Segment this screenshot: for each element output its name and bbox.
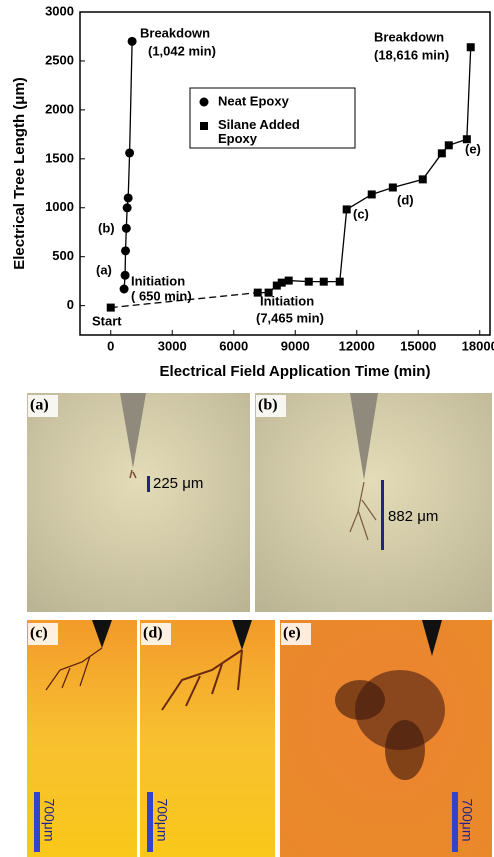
panel-label: (d) bbox=[143, 625, 163, 642]
photos bbox=[27, 393, 492, 857]
annotation: (b) bbox=[98, 220, 115, 235]
x-tick-label: 3000 bbox=[158, 338, 187, 353]
marker bbox=[368, 190, 376, 198]
marker bbox=[419, 175, 427, 183]
annotation: (c) bbox=[353, 206, 369, 221]
x-axis-label: Electrical Field Application Time (min) bbox=[160, 363, 431, 380]
annotation: (1,042 min) bbox=[148, 43, 216, 58]
annotation: Start bbox=[92, 313, 122, 328]
marker bbox=[336, 278, 344, 286]
x-tick-label: 18000 bbox=[462, 338, 494, 353]
marker bbox=[125, 148, 134, 157]
marker bbox=[123, 203, 132, 212]
marker bbox=[124, 193, 133, 202]
marker bbox=[107, 304, 115, 312]
annotation: Breakdown bbox=[374, 29, 444, 44]
legend-marker bbox=[200, 122, 208, 130]
annotation: (a) bbox=[96, 262, 112, 277]
marker bbox=[120, 284, 129, 293]
x-tick-label: 6000 bbox=[219, 338, 248, 353]
y-tick-label: 1500 bbox=[45, 150, 74, 165]
x-tick-label: 0 bbox=[107, 338, 114, 353]
y-axis-label: Electrical Tree Length (μm) bbox=[11, 77, 28, 270]
annotation: (7,465 min) bbox=[256, 310, 324, 325]
y-tick-label: 2500 bbox=[45, 52, 74, 67]
marker bbox=[445, 141, 453, 149]
scale-label: 882 μm bbox=[388, 508, 438, 525]
scale-bar bbox=[452, 792, 458, 852]
marker bbox=[389, 183, 397, 191]
marker bbox=[343, 205, 351, 213]
scale-bar bbox=[381, 480, 384, 550]
y-tick-label: 0 bbox=[67, 297, 74, 312]
marker bbox=[320, 278, 328, 286]
y-tick-label: 500 bbox=[52, 248, 74, 263]
marker bbox=[121, 271, 130, 280]
x-tick-label: 9000 bbox=[281, 338, 310, 353]
scale-bar bbox=[34, 792, 40, 852]
figure: 0 500 1000 1500 2000 2500 3000 0 3000 6000 9000 120… bbox=[0, 0, 494, 857]
legend-label: Neat Epoxy bbox=[218, 93, 290, 108]
scale-label: 700μm bbox=[154, 798, 170, 841]
marker bbox=[121, 246, 130, 255]
y-tick-label: 3000 bbox=[45, 3, 74, 18]
panel-label: (a) bbox=[30, 397, 49, 414]
annotation: (e) bbox=[465, 141, 481, 156]
marker bbox=[128, 37, 137, 46]
tree bbox=[385, 720, 425, 780]
marker bbox=[122, 224, 131, 233]
annotation: Initiation bbox=[131, 273, 185, 288]
annotation: (18,616 min) bbox=[374, 47, 449, 62]
panel-label: (e) bbox=[283, 625, 301, 642]
annotation: Initiation bbox=[260, 293, 314, 308]
legend-label: Epoxy bbox=[218, 131, 258, 146]
x-tick-label: 15000 bbox=[400, 338, 436, 353]
annotation: Breakdown bbox=[140, 25, 210, 40]
series-line bbox=[258, 47, 471, 292]
scale-label: 225 μm bbox=[153, 475, 203, 492]
x-tick-label: 12000 bbox=[339, 338, 375, 353]
tree bbox=[335, 680, 385, 720]
marker bbox=[305, 278, 313, 286]
panel-label: (c) bbox=[30, 625, 48, 642]
marker bbox=[285, 277, 293, 285]
scale-bar bbox=[147, 476, 150, 492]
y-tick-label: 1000 bbox=[45, 199, 74, 214]
annotation: (d) bbox=[397, 192, 414, 207]
scale-bar bbox=[147, 792, 153, 852]
scale-label: 700μm bbox=[459, 798, 475, 841]
y-tick-label: 2000 bbox=[45, 101, 74, 116]
panel-label: (b) bbox=[258, 397, 278, 414]
marker bbox=[467, 43, 475, 51]
scale-label: 700μm bbox=[41, 798, 57, 841]
annotation: ( 650 min) bbox=[131, 288, 192, 303]
page: 0 500 1000 1500 2000 2500 3000 0 3000 6000 9000 120… bbox=[0, 0, 494, 857]
marker bbox=[278, 279, 286, 287]
legend-marker bbox=[200, 98, 209, 107]
legend-label: Silane Added bbox=[218, 117, 300, 132]
marker bbox=[438, 149, 446, 157]
photo-b bbox=[255, 393, 492, 612]
